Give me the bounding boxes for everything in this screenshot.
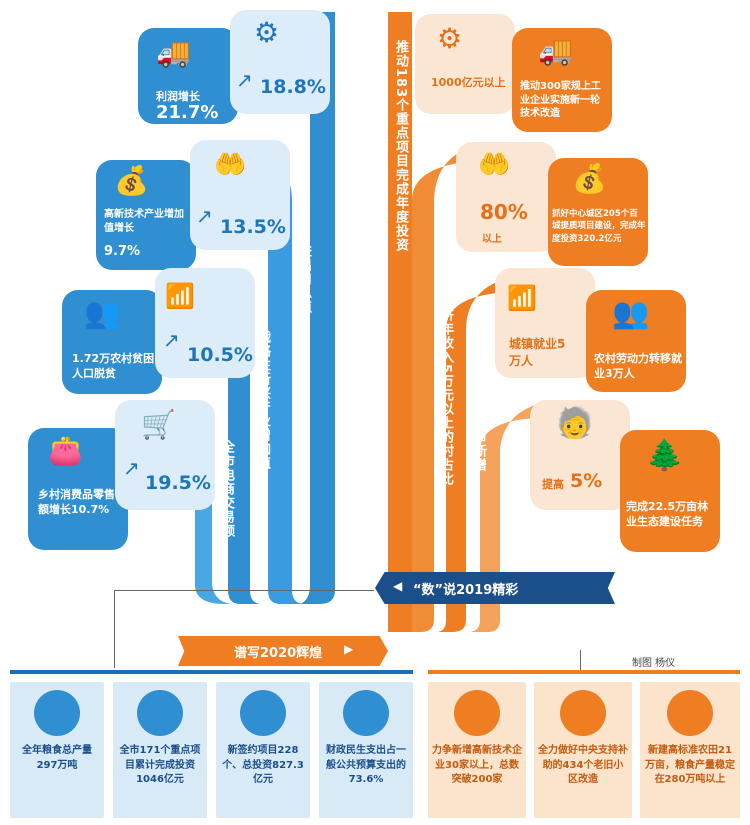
profit-value: 21.7% bbox=[156, 102, 219, 123]
revenue-tile: ⚙ ↗ 18.8% bbox=[230, 10, 330, 114]
wallet-icon: 👛 bbox=[48, 434, 83, 467]
banner-2020: 谱写2020辉煌 ▶ bbox=[178, 636, 388, 666]
hightech-tile: 💰 高新技术产业增加值增长 9.7% bbox=[96, 160, 196, 270]
poverty-tile: 👥 1.72万农村贫困人口脱贫 bbox=[62, 290, 162, 394]
bottom-panel-text: 力争新增高新技术企业30家以上，总数突破200家 bbox=[432, 745, 522, 785]
farm-house-icon bbox=[667, 690, 713, 736]
connector-line bbox=[580, 650, 581, 672]
jobs-label: 城镇就业5万人 bbox=[509, 337, 566, 368]
bottom-panel-hightech: 力争新增高新技术企业30家以上，总数突破200家 bbox=[428, 682, 526, 818]
bottom-panel-text: 全年粮食总产量297万吨 bbox=[22, 745, 92, 771]
bottom-panel-finance: 财政民生支出占一般公共预算支出的73.6% bbox=[319, 682, 413, 818]
trade-stem-label: 进出口总值 bbox=[295, 244, 311, 314]
bottom-orange-rule bbox=[428, 670, 740, 674]
coins-gear-icon: ⚙ bbox=[254, 16, 280, 49]
emerging-stem-label: 战略性新兴产业增加值 bbox=[254, 330, 270, 470]
village-tile: 🤲 80% 以上 bbox=[456, 142, 556, 252]
projects-stem-label: 推动183个重点项目完成年度投资 bbox=[392, 40, 408, 253]
consume-tile: 👛 乡村消费品零售额增长10.7% bbox=[28, 428, 128, 550]
hightech-value: 9.7% bbox=[104, 244, 141, 259]
hightech-label: 高新技术产业增加值增长 bbox=[104, 209, 184, 234]
money-bag-icon: 💰 bbox=[114, 164, 149, 197]
techreform-label: 推动300家规上工业企业实施新一轮技术改造 bbox=[520, 81, 601, 119]
bottom-panel-farmland: 新建高标准农田21万亩，粮食产量稳定在280万吨以上 bbox=[640, 682, 740, 818]
jobs-stem-label: 力争实现全市新增 bbox=[470, 360, 486, 472]
bottom-panel-renovation: 全力做好中央支持补助的434个老旧小区改造 bbox=[534, 682, 632, 818]
bottom-panel-projects: 全市171个重点项目累计完成投资1046亿元 bbox=[113, 682, 207, 818]
factory-icon bbox=[137, 690, 183, 736]
people-icon bbox=[454, 690, 500, 736]
revenue-value: 18.8% bbox=[260, 76, 326, 98]
pension-value: 5% bbox=[570, 470, 603, 492]
projects-tile: ⚙ 1000亿元以上 bbox=[415, 14, 515, 114]
rural-labor-label: 农村劳动力转移就业3万人 bbox=[594, 352, 682, 380]
banner-2020-label: 谱写2020辉煌 bbox=[234, 646, 323, 661]
up-arrow-icon: ↗ bbox=[123, 456, 140, 480]
emerging-tile: 📶 ↗ 10.5% bbox=[155, 268, 255, 378]
cart-icon: 🛒 bbox=[141, 408, 176, 441]
elderly-person-icon: 🧓 bbox=[556, 406, 594, 441]
bottom-panel-text: 全市171个重点项目累计完成投资1046亿元 bbox=[119, 745, 201, 785]
bottom-panel-text: 新签约项目228个、总投资827.3亿元 bbox=[222, 745, 304, 785]
village-value: 80% bbox=[480, 200, 528, 224]
village-stem-label: 全市农村集体经济年收入5万元以上的村占比 bbox=[437, 210, 453, 487]
ecommerce-tile: 🛒 ↗ 19.5% bbox=[115, 400, 215, 510]
projects-value: 1000亿元以上 bbox=[431, 76, 506, 89]
bar-chart-icon: 📶 bbox=[507, 284, 537, 312]
bottom-panel-signed: 新签约项目228个、总投资827.3亿元 bbox=[216, 682, 310, 818]
basket-icon bbox=[560, 690, 606, 736]
urban-label: 抓好中心城区205个百城提质项目建设，完成年度投资320.2亿元 bbox=[552, 209, 646, 244]
ecommerce-value: 19.5% bbox=[145, 472, 211, 494]
ecommerce-stem-label: 全市电商交易额 bbox=[218, 440, 234, 538]
jobs-tile: 📶 城镇就业5万人 bbox=[495, 268, 595, 378]
people-icon: 👥 bbox=[84, 296, 122, 331]
up-arrow-icon: ↗ bbox=[236, 68, 253, 92]
revenue-stem-label: 全市规模以上工业营业收入 bbox=[338, 70, 354, 238]
banner-2019: ◀ “数”说2019精彩 bbox=[375, 572, 615, 604]
emerging-value: 10.5% bbox=[187, 344, 253, 366]
banner-2019-label: “数”说2019精彩 bbox=[413, 583, 519, 598]
forklift-icon: 🚚 bbox=[538, 34, 573, 67]
buildings-icon bbox=[343, 690, 389, 736]
consume-label: 乡村消费品零售额增长10.7% bbox=[38, 488, 115, 516]
trees-icon: 🌲 bbox=[646, 438, 684, 473]
techreform-tile: 🚚 推动300家规上工业企业实施新一轮技术改造 bbox=[512, 28, 612, 132]
connector-line bbox=[114, 590, 374, 591]
bottom-panel-text: 新建高标准农田21万亩，粮食产量稳定在280万吨以上 bbox=[645, 745, 735, 785]
bottom-blue-rule bbox=[10, 670, 413, 674]
urban-tile: 💰 抓好中心城区205个百城提质项目建设，完成年度投资320.2亿元 bbox=[548, 158, 648, 266]
rural-labor-tile: 👥 农村劳动力转移就业3万人 bbox=[586, 290, 686, 392]
people-icon: 👥 bbox=[612, 296, 650, 331]
forest-label: 完成22.5万亩林业生态建设任务 bbox=[626, 500, 709, 528]
grain-field-icon bbox=[34, 690, 80, 736]
triangle-left-icon: ◀ bbox=[393, 579, 403, 593]
bottom-panel-grain: 全年粮食总产量297万吨 bbox=[10, 682, 104, 818]
up-arrow-icon: ↗ bbox=[163, 328, 180, 352]
hand-coins-icon: 🤲 bbox=[478, 150, 511, 180]
hand-coins-icon: 🤲 bbox=[214, 150, 247, 180]
coins-gear-icon: ⚙ bbox=[437, 22, 463, 55]
village-sub: 以上 bbox=[482, 234, 502, 245]
poverty-label: 1.72万农村贫困人口脱贫 bbox=[72, 352, 155, 380]
trade-tile: 🤲 ↗ 13.5% bbox=[190, 140, 290, 250]
money-bag-icon: 💰 bbox=[572, 162, 607, 195]
bottom-panel-text: 财政民生支出占一般公共预算支出的73.6% bbox=[326, 745, 406, 785]
forklift-icon: 🚚 bbox=[156, 36, 191, 69]
connector-line bbox=[114, 590, 115, 668]
pension-tile: 🧓 提高 5% bbox=[530, 400, 630, 510]
up-arrow-icon: ↗ bbox=[196, 204, 213, 228]
profit-tile: 🚚 利润增长 21.7% bbox=[138, 28, 238, 124]
bottom-panel-text: 全力做好中央支持补助的434个老旧小区改造 bbox=[538, 745, 628, 785]
credit-label: 制图 杨仪 bbox=[632, 658, 676, 669]
profit-label: 利润增长 bbox=[156, 90, 200, 103]
triangle-right-icon: ▶ bbox=[344, 642, 354, 656]
bar-chart-icon: 📶 bbox=[165, 282, 195, 310]
pension-stem-label: 退休人员基本养老金 bbox=[506, 438, 522, 564]
pension-label: 提高 bbox=[542, 478, 564, 491]
trade-value: 13.5% bbox=[220, 216, 286, 238]
growth-chart-icon bbox=[240, 690, 286, 736]
forest-tile: 🌲 完成22.5万亩林业生态建设任务 bbox=[620, 430, 720, 552]
